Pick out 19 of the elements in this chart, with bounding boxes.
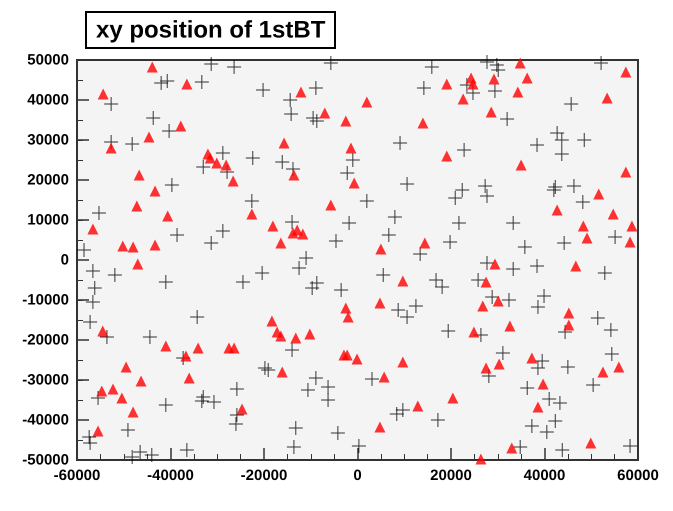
x-tick-label: -20000 xyxy=(240,467,288,484)
y-tick-label: 10000 xyxy=(27,212,69,228)
y-tick-label: -20000 xyxy=(22,332,69,348)
y-tick-label: 40000 xyxy=(27,92,69,108)
y-tick-label: -40000 xyxy=(22,412,69,428)
x-tick-label: -60000 xyxy=(54,467,100,484)
y-tick-label: 0 xyxy=(60,252,69,268)
chart-title: xy position of 1stBT xyxy=(96,16,326,44)
y-tick-label: -30000 xyxy=(22,372,69,388)
y-tick-label: -50000 xyxy=(22,452,69,468)
x-tick-label: 40000 xyxy=(524,467,566,484)
y-tick-label: 20000 xyxy=(27,172,69,188)
x-tick-label: 60000 xyxy=(617,467,659,484)
x-tick-label: 0 xyxy=(353,467,362,484)
y-tick-label: -10000 xyxy=(22,292,69,308)
y-tick-label: 30000 xyxy=(27,132,69,148)
x-tick-label: -40000 xyxy=(147,467,194,484)
x-tick-label: 20000 xyxy=(430,467,472,484)
y-tick-label: 50000 xyxy=(27,52,69,68)
